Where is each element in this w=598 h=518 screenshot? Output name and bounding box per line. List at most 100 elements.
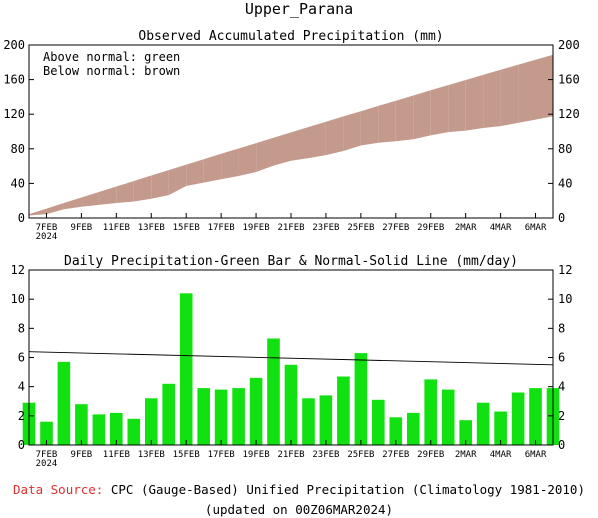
x-tick-label: 6MAR (525, 450, 547, 460)
daily-precip-bar (372, 399, 385, 445)
daily-precip-bar (459, 420, 472, 445)
page-title: Upper_Parana (244, 0, 354, 18)
x-tick-label: 6MAR (525, 223, 547, 233)
y-tick-label-right: 6 (558, 351, 565, 365)
accum-diff-segment (186, 159, 204, 186)
legend-entry: Above normal: green (43, 50, 180, 64)
y-tick-label-left: 6 (18, 351, 25, 365)
accum-diff-segment (413, 90, 431, 140)
daily-precip-bar (389, 417, 403, 445)
x-tick-label: 7FEB (36, 223, 58, 233)
daily-precip-bar (75, 404, 88, 445)
y-tick-label-left: 0 (18, 438, 25, 452)
accum-diff-segment (46, 203, 64, 215)
daily-precip-bar (232, 388, 245, 445)
y-tick-label-right: 200 (558, 38, 580, 52)
x-tick-label: 25FEB (347, 450, 374, 460)
x-tick-label: 25FEB (347, 223, 374, 233)
accum-diff-segment (325, 116, 344, 156)
accum-diff-segment (203, 153, 222, 183)
y-tick-label-left: 80 (11, 142, 25, 156)
y-tick-label-left: 40 (11, 176, 25, 190)
x-tick-label: 21FEB (277, 223, 304, 233)
accum-diff-segment (29, 208, 47, 216)
accum-diff-segment (360, 105, 379, 146)
daily-precip-bar (407, 412, 420, 445)
x-tick-label: 19FEB (243, 450, 270, 460)
y-tick-label-right: 160 (558, 73, 580, 87)
daily-precip-bar (424, 379, 437, 445)
accum-diff-segment (116, 181, 134, 203)
y-tick-label-left: 200 (3, 38, 25, 52)
accum-diff-segment (395, 95, 414, 142)
daily-precip-bar (267, 338, 280, 445)
daily-precip-bar (145, 398, 158, 445)
accum-diff-segment (378, 100, 396, 143)
accum-diff-segment (81, 192, 99, 207)
y-tick-label-right: 12 (558, 263, 572, 277)
daily-precip-bar (441, 389, 455, 445)
x-tick-label: 2MAR (455, 450, 477, 460)
y-tick-label-left: 160 (3, 73, 25, 87)
accum-diff-segment (535, 54, 553, 120)
y-tick-label-right: 4 (558, 380, 565, 394)
y-tick-label-right: 8 (558, 321, 565, 335)
y-tick-label-right: 0 (558, 438, 565, 452)
legend-entry: Below normal: brown (43, 64, 180, 78)
x-tick-label: 4MAR (490, 450, 512, 460)
x-tick-label: 13FEB (138, 223, 165, 233)
accum-diff-segment (256, 137, 274, 172)
y-tick-label-left: 10 (11, 292, 25, 306)
y-tick-label-right: 40 (558, 176, 572, 190)
x-tick-label: 2MAR (455, 223, 477, 233)
accum-diff-segment (308, 121, 326, 159)
top-chart (28, 44, 554, 219)
y-tick-label-right: 0 (558, 211, 565, 225)
x-tick-label: 9FEB (71, 223, 93, 233)
y-tick-label-right: 2 (558, 409, 565, 423)
daily-precip-bar (197, 388, 210, 445)
y-tick-label-left: 120 (3, 107, 25, 121)
daily-precip-bar (529, 388, 542, 445)
x-tick-label: 15FEB (173, 450, 200, 460)
x-tick-label: 19FEB (243, 223, 270, 233)
accum-diff-segment (291, 127, 309, 161)
bottom-chart-title: Daily Precipitation-Green Bar & Normal-S… (64, 254, 518, 269)
x-tick-label: 29FEB (417, 223, 444, 233)
accum-diff-segment (98, 186, 117, 205)
x-tick-sublabel: 2024 (36, 232, 58, 242)
y-tick-label-right: 80 (558, 142, 572, 156)
x-tick-label: 7FEB (36, 450, 58, 460)
daily-precip-bar (92, 414, 106, 445)
daily-precip-bar (57, 361, 71, 445)
x-tick-label: 23FEB (312, 450, 339, 460)
x-tick-label: 23FEB (312, 223, 339, 233)
x-tick-label: 21FEB (277, 450, 304, 460)
daily-precip-bar (179, 293, 193, 445)
accum-diff-segment (518, 59, 536, 123)
daily-precip-bar (214, 389, 228, 445)
y-tick-label-left: 0 (18, 211, 25, 225)
x-tick-label: 4MAR (490, 223, 512, 233)
daily-precip-bar (476, 402, 490, 445)
data-source-text: CPC (Gauge-Based) Unified Precipitation … (103, 482, 585, 497)
daily-precip-bar (302, 398, 315, 445)
y-tick-label-left: 2 (18, 409, 25, 423)
accum-diff-segment (273, 132, 291, 166)
daily-precip-bar (319, 395, 333, 445)
daily-precip-bar (127, 418, 141, 446)
y-tick-label-left: 8 (18, 321, 25, 335)
daily-precip-bar (40, 421, 53, 445)
daily-precip-bar (337, 376, 350, 445)
top-chart-title: Observed Accumulated Precipitation (mm) (138, 29, 443, 44)
x-tick-label: 9FEB (71, 450, 93, 460)
accum-diff-segment (343, 111, 361, 151)
accum-diff-segment (221, 148, 239, 180)
accum-diff-segment (63, 197, 82, 210)
x-tick-label: 17FEB (208, 223, 235, 233)
daily-precip-bar (354, 353, 368, 445)
x-tick-label: 27FEB (382, 450, 409, 460)
x-tick-label: 15FEB (173, 223, 200, 233)
accum-diff-segment (133, 175, 152, 202)
